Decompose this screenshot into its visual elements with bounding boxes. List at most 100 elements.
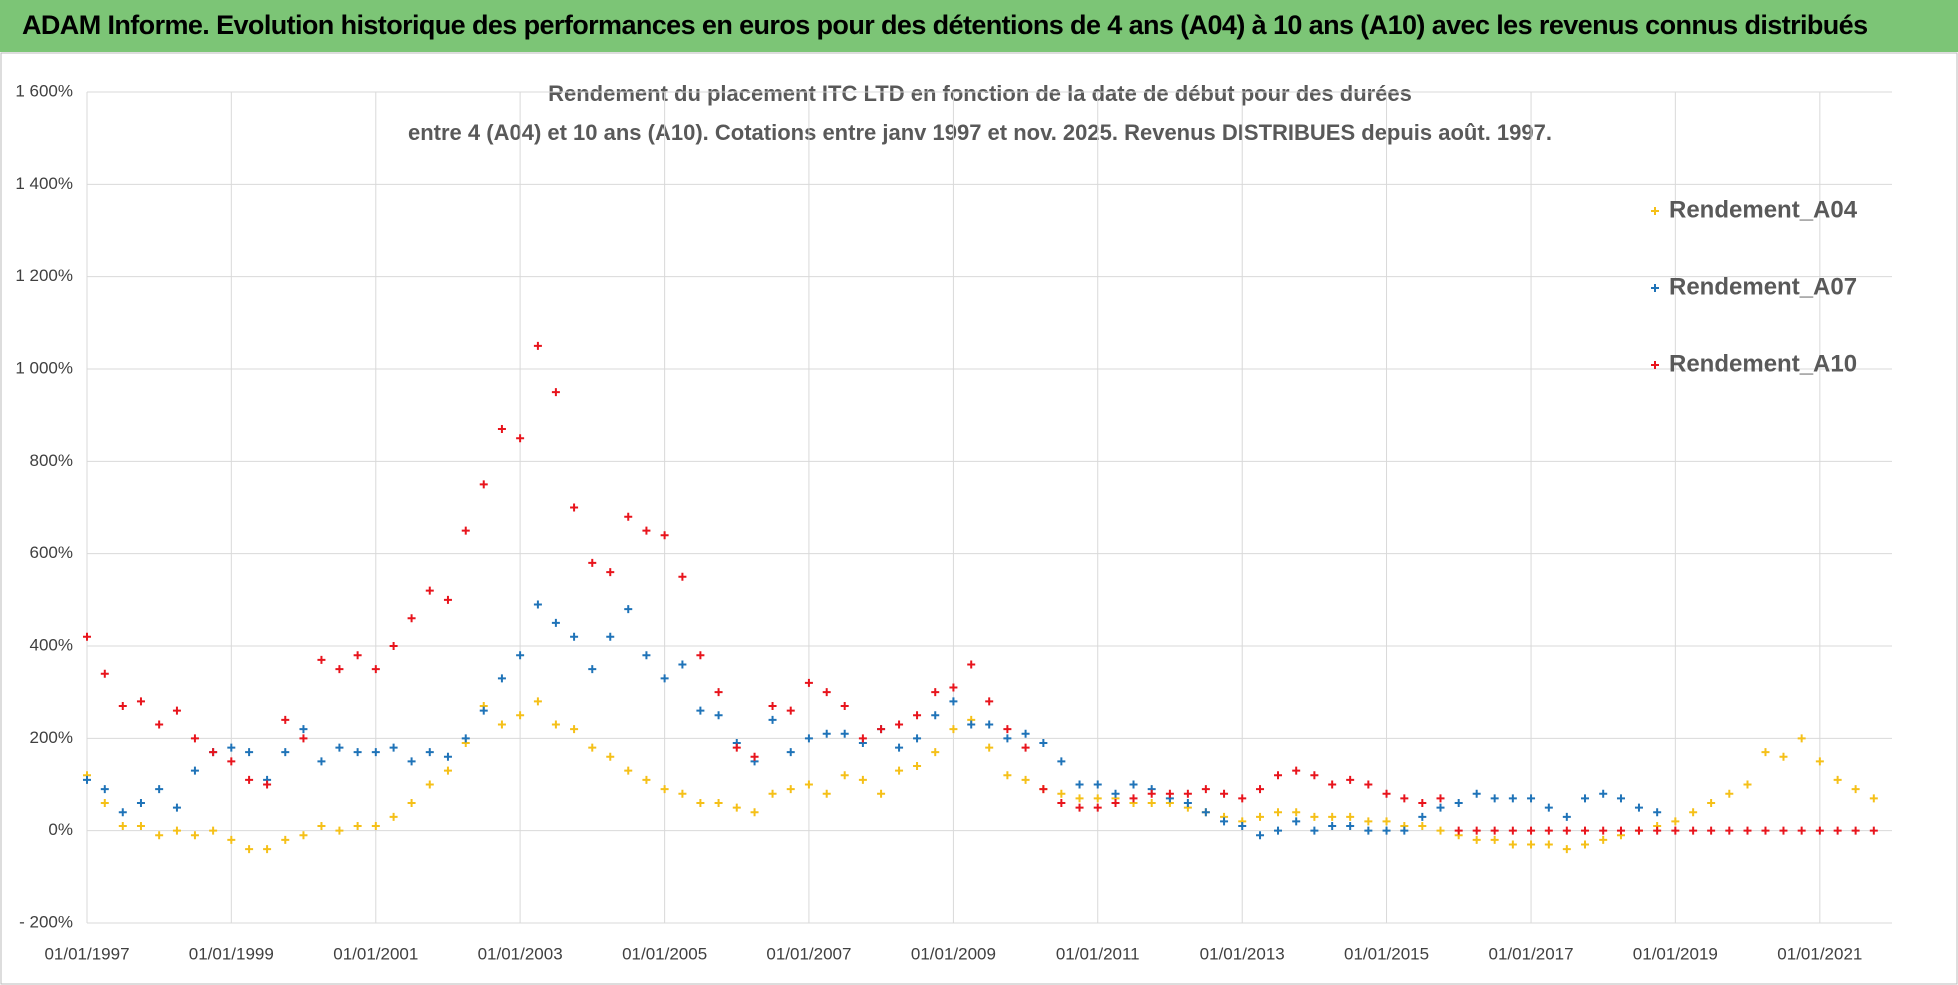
point <box>245 775 254 784</box>
point <box>570 632 579 641</box>
point <box>1833 826 1842 835</box>
point <box>895 766 904 775</box>
x-tick-label: 01/01/2011 <box>1056 944 1140 963</box>
point <box>1364 780 1373 789</box>
y-tick-label: 200% <box>30 728 73 747</box>
point <box>877 789 886 798</box>
point <box>172 706 181 715</box>
header-bar: ADAM Informe. Evolution historique des p… <box>0 0 1958 52</box>
point <box>263 780 272 789</box>
point <box>1454 826 1463 835</box>
point <box>353 822 362 831</box>
legend-label: Rendement_A07 <box>1669 273 1857 300</box>
point <box>371 748 380 757</box>
point <box>1599 826 1608 835</box>
point <box>1562 812 1571 821</box>
series <box>83 341 1878 835</box>
point <box>155 720 164 729</box>
point <box>1436 794 1445 803</box>
point <box>1111 798 1120 807</box>
point <box>1689 808 1698 817</box>
x-tick-label: 01/01/2005 <box>622 944 707 963</box>
point <box>678 660 687 669</box>
point <box>660 785 669 794</box>
point <box>100 669 109 678</box>
point <box>624 512 633 521</box>
point <box>551 618 560 627</box>
point <box>949 697 958 706</box>
point <box>931 688 940 697</box>
point <box>1328 780 1337 789</box>
point <box>696 706 705 715</box>
point <box>624 605 633 614</box>
point <box>714 711 723 720</box>
point <box>1111 789 1120 798</box>
point <box>1220 817 1229 826</box>
point <box>407 757 416 766</box>
point <box>588 558 597 567</box>
point <box>1238 794 1247 803</box>
point <box>389 642 398 650</box>
point <box>1364 817 1373 826</box>
point <box>281 748 290 757</box>
point <box>1869 794 1878 803</box>
series <box>83 600 1662 840</box>
point <box>1797 826 1806 835</box>
point <box>1256 812 1265 821</box>
point <box>1869 826 1878 835</box>
point <box>1292 808 1301 817</box>
point <box>1562 845 1571 854</box>
point <box>895 720 904 729</box>
point <box>227 835 236 844</box>
point <box>317 757 326 766</box>
point <box>136 697 145 706</box>
point <box>732 803 741 812</box>
point <box>1527 840 1536 849</box>
x-tick-label: 01/01/2021 <box>1777 944 1862 963</box>
y-tick-label: 800% <box>30 451 73 470</box>
point <box>1527 794 1536 803</box>
point <box>335 743 344 752</box>
point <box>209 826 218 835</box>
point <box>407 614 416 623</box>
point <box>1616 794 1625 803</box>
point <box>516 434 525 443</box>
point <box>425 586 434 595</box>
point <box>1256 785 1265 794</box>
point <box>443 752 452 761</box>
point <box>895 743 904 752</box>
point <box>335 826 344 835</box>
point <box>371 665 380 674</box>
x-tick-label: 01/01/2017 <box>1488 944 1573 963</box>
point <box>1472 789 1481 798</box>
point <box>227 743 236 752</box>
point <box>1093 794 1102 803</box>
point <box>1544 840 1553 849</box>
point <box>1671 826 1680 835</box>
point <box>1725 826 1734 835</box>
point <box>136 798 145 807</box>
point <box>516 711 525 720</box>
chart-title: entre 4 (A04) et 10 ans (A10). Cotations… <box>408 120 1552 145</box>
point <box>1707 826 1716 835</box>
point <box>263 845 272 854</box>
point <box>1147 798 1156 807</box>
point <box>1544 803 1553 812</box>
point <box>822 789 831 798</box>
point <box>353 651 362 660</box>
point <box>588 743 597 752</box>
point <box>858 734 867 743</box>
legend-marker <box>1651 284 1659 292</box>
point <box>732 743 741 752</box>
point <box>1274 771 1283 780</box>
chart-title: Rendement du placement ITC LTD en foncti… <box>548 81 1412 106</box>
point <box>1021 729 1030 738</box>
point <box>1183 789 1192 798</box>
point <box>1436 826 1445 835</box>
point <box>1328 812 1337 821</box>
point <box>516 651 525 660</box>
point <box>1544 826 1553 835</box>
point <box>1183 798 1192 807</box>
point <box>1508 826 1517 835</box>
